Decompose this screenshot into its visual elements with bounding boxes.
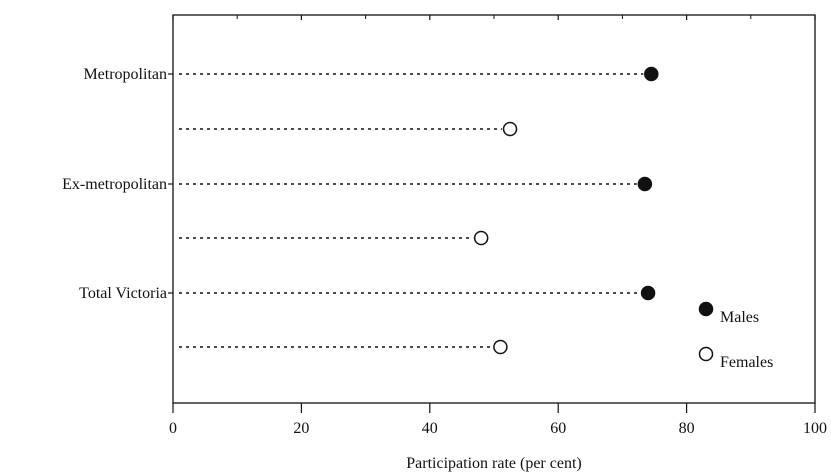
x-tick-label: 40 bbox=[422, 420, 438, 437]
legend: Males Females bbox=[698, 301, 773, 371]
female-point bbox=[502, 121, 518, 137]
female-point bbox=[493, 339, 508, 355]
x-tick-label: 0 bbox=[169, 420, 177, 437]
category-label: Ex-metropolitan bbox=[62, 176, 167, 193]
female-point bbox=[473, 230, 489, 246]
male-point bbox=[640, 285, 656, 301]
x-axis-title: Participation rate (per cent) bbox=[406, 455, 581, 472]
data-points bbox=[473, 66, 659, 355]
x-tick-label: 80 bbox=[679, 420, 695, 437]
leader-lines bbox=[179, 73, 644, 348]
x-tick-label: 100 bbox=[803, 420, 827, 437]
legend-marker-males bbox=[698, 301, 714, 317]
x-tick-label: 60 bbox=[550, 420, 566, 437]
male-point bbox=[644, 66, 659, 82]
category-labels: Metropolitan Ex-metropolitan Total Victori… bbox=[62, 66, 167, 302]
legend-marker-females bbox=[698, 346, 714, 362]
legend-label: Males bbox=[720, 309, 759, 326]
category-label: Metropolitan bbox=[83, 66, 167, 83]
legend-label: Females bbox=[720, 354, 773, 371]
male-point bbox=[637, 176, 653, 192]
category-label: Total Victoria bbox=[79, 285, 167, 302]
x-axis: 0 20 40 60 80 100 bbox=[168, 15, 827, 437]
x-tick-label: 20 bbox=[293, 420, 309, 437]
